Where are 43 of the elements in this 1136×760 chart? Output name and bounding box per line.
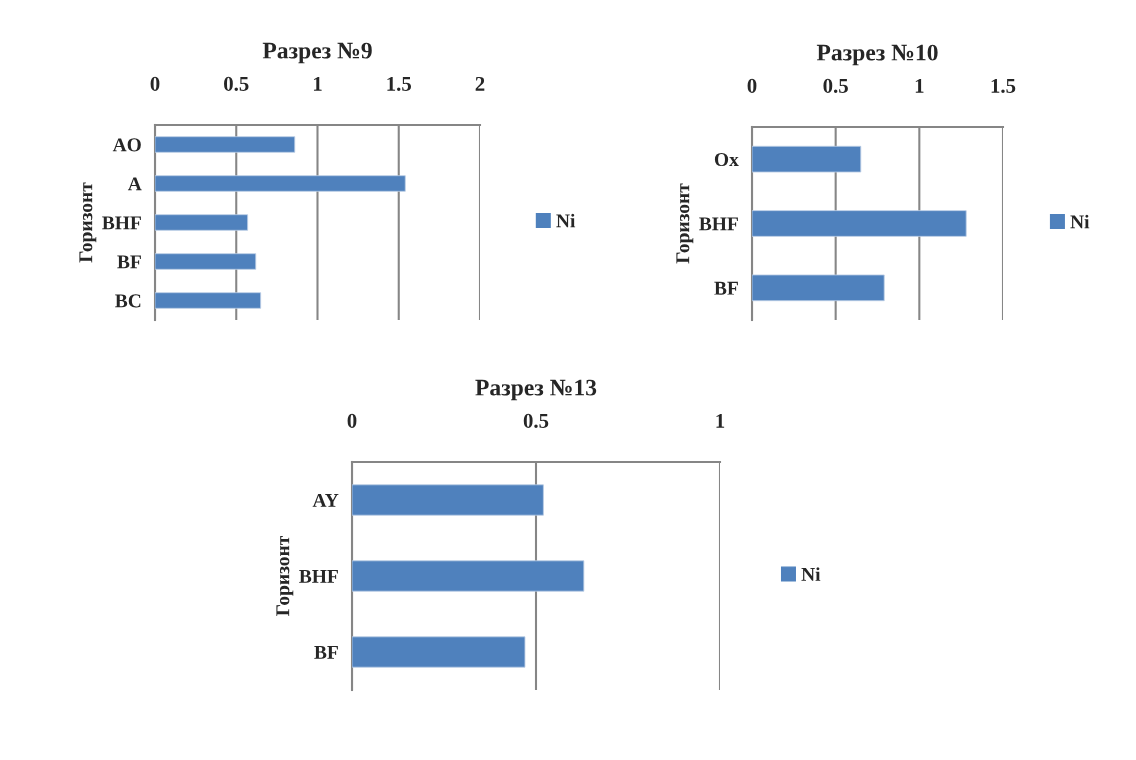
legend-label: Ni <box>801 567 821 581</box>
bar <box>155 214 249 231</box>
y-axis-title: Горизонт <box>676 183 694 264</box>
chart-title: Разрез №10 <box>816 44 938 66</box>
x-tick-label: 0 <box>347 413 357 428</box>
y-tick-label: A <box>127 177 142 191</box>
y-tick-label: BHF <box>299 570 338 583</box>
chart-title: Разрез №9 <box>262 42 372 64</box>
legend-label: Ni <box>556 213 576 228</box>
y-axis-title: Горизонт <box>276 535 294 616</box>
y-tick-label: BF <box>117 255 141 269</box>
y-tick-label: AO <box>112 138 141 152</box>
bar <box>155 175 406 192</box>
bar <box>352 560 585 592</box>
y-tick-label: BF <box>314 646 338 659</box>
y-tick-label: BC <box>115 294 141 308</box>
x-tick-label: 1 <box>716 413 725 428</box>
x-tick-label: 1 <box>915 78 924 93</box>
x-tick-label: 2 <box>475 76 485 91</box>
bar <box>352 484 544 516</box>
bar <box>155 292 262 309</box>
chart-title: Разрез №13 <box>475 379 597 401</box>
bar <box>752 145 862 173</box>
y-axis-title: Горизонт <box>79 182 97 263</box>
x-tick-label: 1.5 <box>991 78 1016 93</box>
y-tick-label: AY <box>312 493 339 507</box>
x-tick-label: 1 <box>313 76 322 91</box>
x-tick-label: 0.5 <box>224 76 249 91</box>
bar <box>155 253 257 270</box>
x-tick-label: 1.5 <box>387 76 412 91</box>
bar <box>752 210 967 237</box>
y-tick-label: Ox <box>714 153 739 167</box>
bar <box>752 274 885 302</box>
x-tick-label: 0 <box>150 76 160 91</box>
y-tick-label: BHF <box>699 217 738 231</box>
y-tick-label: BHF <box>102 216 141 230</box>
x-tick-label: 0.5 <box>823 78 848 93</box>
x-tick-label: 0 <box>747 78 757 93</box>
bar <box>155 136 296 153</box>
y-tick-label: BF <box>714 281 738 295</box>
x-tick-label: 0.5 <box>523 413 549 428</box>
bar <box>352 636 526 668</box>
legend-label: Ni <box>1070 214 1090 229</box>
